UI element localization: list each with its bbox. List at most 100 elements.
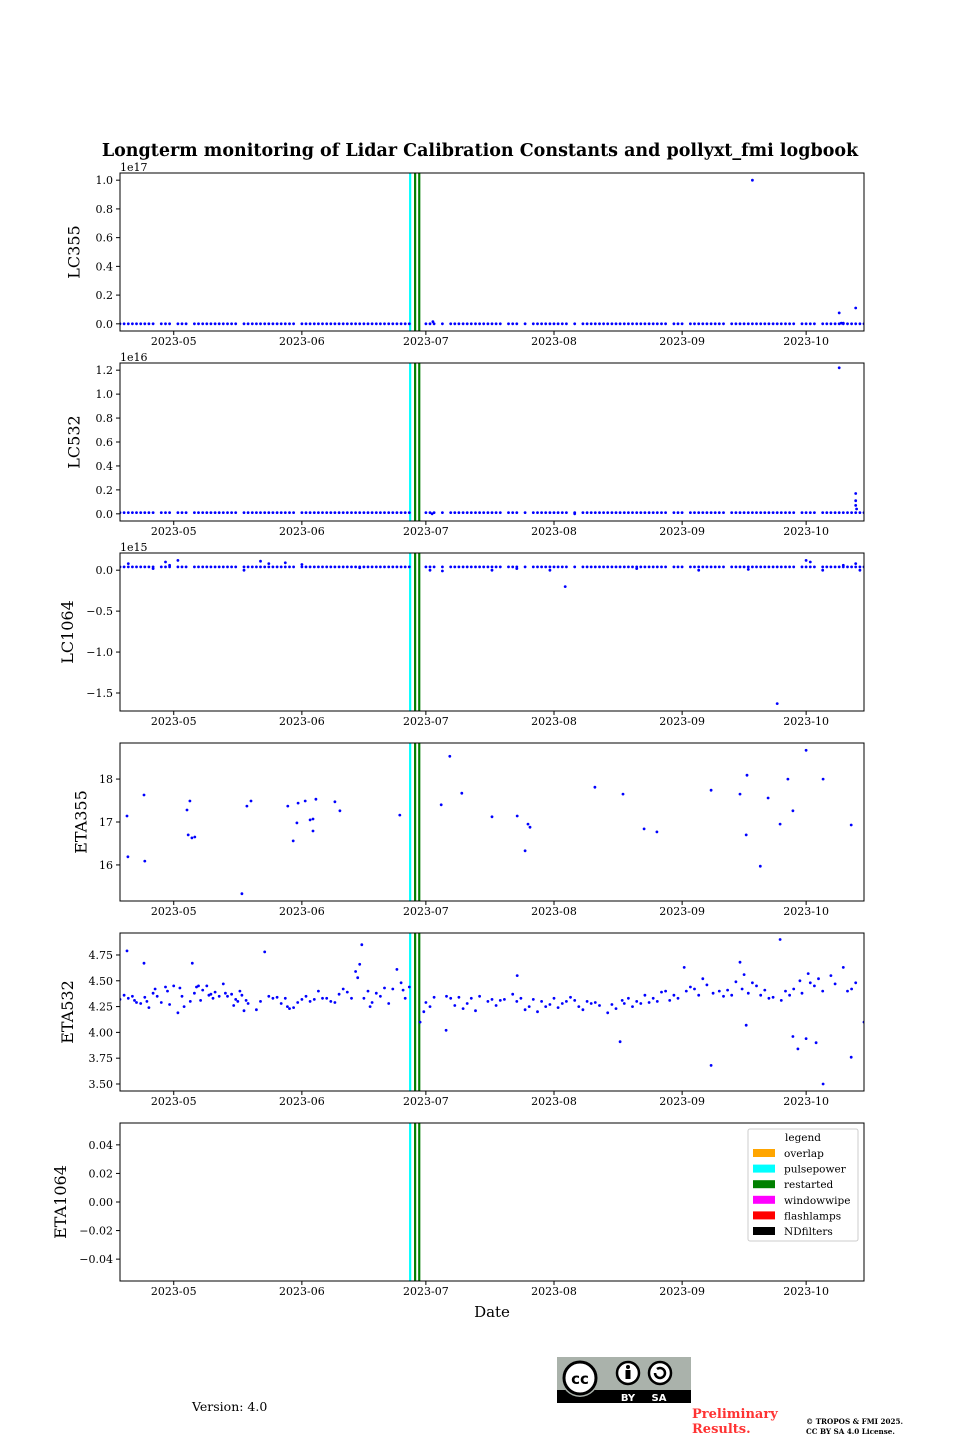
data-point [515, 814, 519, 818]
y-tick-label: −0.5 [86, 605, 113, 618]
data-point [432, 995, 436, 999]
data-point [560, 1002, 564, 1005]
data-point [217, 994, 221, 998]
data-point [122, 511, 126, 514]
data-point [267, 565, 271, 569]
data-point [350, 322, 353, 326]
data-point [457, 565, 461, 569]
data-point [186, 833, 190, 837]
data-point [205, 984, 209, 988]
data-point [651, 565, 655, 569]
data-point [593, 1001, 597, 1004]
data-point [833, 322, 837, 326]
data-point [358, 566, 362, 570]
data-point [565, 511, 568, 514]
data-point [565, 565, 568, 569]
data-point [291, 839, 295, 843]
data-point [213, 322, 217, 326]
data-point [618, 511, 622, 514]
data-point [341, 322, 345, 326]
cc-by-sa-badge[interactable]: cc BY SA [557, 1357, 691, 1404]
x-tick-label: 2023-06 [279, 335, 325, 348]
data-point [176, 1011, 180, 1015]
data-point [155, 994, 159, 998]
data-point [246, 1002, 250, 1005]
data-point [618, 322, 622, 326]
data-point [333, 322, 337, 326]
data-point [581, 511, 585, 514]
data-point [263, 322, 267, 326]
data-point [730, 322, 734, 326]
data-point [465, 565, 469, 569]
data-point [337, 565, 341, 569]
version-label: Version: 4.0 [191, 1399, 267, 1414]
data-point [374, 322, 378, 326]
data-point [841, 511, 845, 514]
data-point [139, 511, 143, 514]
legend-label: restarted [784, 1179, 834, 1191]
data-point [751, 565, 754, 569]
data-point [193, 322, 196, 326]
data-point [362, 996, 366, 1000]
y-offset-label: 1e15 [120, 541, 148, 554]
data-point [201, 322, 205, 326]
data-point [730, 565, 734, 569]
axes-frame [119, 172, 865, 332]
data-point [395, 968, 399, 971]
data-point [788, 565, 791, 569]
data-point [391, 987, 395, 991]
data-point [614, 1007, 618, 1010]
data-point [240, 993, 244, 997]
data-point [713, 511, 717, 514]
data-point [622, 322, 626, 326]
data-point [751, 981, 754, 985]
data-point [374, 565, 378, 569]
data-point [548, 565, 552, 569]
data-point [622, 511, 626, 514]
data-point [531, 322, 535, 326]
data-point [755, 511, 758, 514]
data-point [697, 568, 701, 572]
data-point [498, 511, 502, 514]
data-point [292, 322, 295, 326]
data-point [345, 565, 349, 569]
data-point [250, 511, 254, 514]
data-point [366, 989, 370, 993]
y-tick-label: 1.0 [96, 388, 114, 401]
data-point [403, 996, 407, 1000]
data-point [255, 1008, 258, 1012]
x-tick-label: 2023-05 [151, 1095, 197, 1108]
data-point [833, 511, 837, 514]
data-point [333, 1001, 337, 1004]
data-point [751, 511, 754, 514]
data-point [540, 322, 543, 326]
data-point [242, 322, 246, 326]
data-point [800, 511, 804, 514]
data-point [565, 322, 568, 326]
data-point [758, 864, 762, 868]
data-point [317, 322, 320, 326]
legend-swatch [753, 1227, 775, 1235]
data-point [449, 565, 453, 569]
data-point [858, 322, 862, 326]
data-point [676, 565, 680, 569]
data-point [792, 565, 796, 569]
data-point [697, 565, 701, 569]
data-point [531, 565, 535, 569]
data-point [717, 511, 721, 514]
data-point [589, 1002, 593, 1005]
data-point [523, 322, 527, 326]
data-point [164, 565, 167, 569]
data-point [259, 511, 262, 514]
data-point [722, 511, 725, 514]
y-tick-label: 0.8 [96, 203, 114, 216]
data-point [854, 511, 858, 514]
data-point [755, 322, 758, 326]
data-point [709, 1064, 713, 1067]
data-point [422, 1010, 426, 1014]
data-point [593, 785, 597, 789]
data-point [528, 825, 532, 829]
data-point [461, 1007, 465, 1010]
data-point [317, 989, 320, 993]
data-point [267, 562, 271, 565]
